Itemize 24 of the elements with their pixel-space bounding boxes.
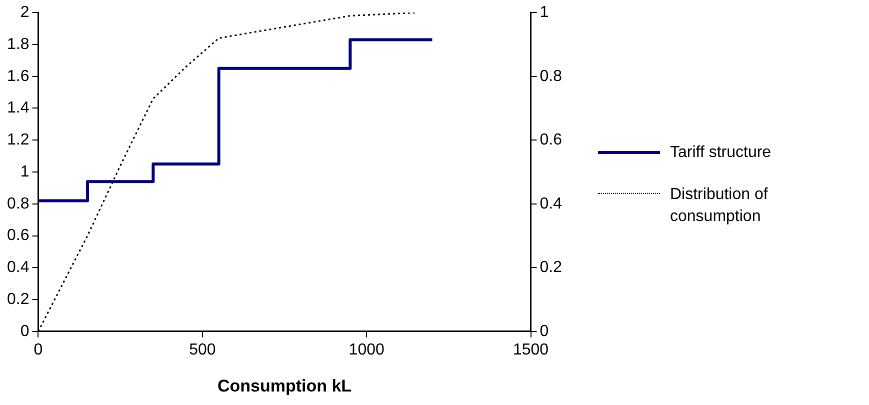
legend-label: Tariff structure [670, 143, 772, 163]
x-axis-title: Consumption kL [217, 376, 352, 396]
x-tick-label: 500 [189, 341, 216, 358]
y-tick-label: 0 [20, 322, 30, 340]
y2-tick-label: 0 [540, 322, 549, 340]
y-tick-label: 0.8 [6, 195, 30, 212]
y-tick-label: 1 [20, 163, 30, 180]
y-tick-label: 1.2 [6, 132, 30, 149]
y-tick-label: 0.6 [6, 227, 30, 244]
y2-tick-label: 0.2 [540, 259, 562, 276]
y2-tick-label: 0.8 [540, 68, 562, 85]
y-tick-label: 1.4 [6, 100, 30, 117]
y-tick-label: 0.2 [6, 290, 30, 308]
x-tick-label: 1000 [348, 341, 384, 358]
y-tick-label: 1.6 [6, 68, 30, 85]
y2-tick-label: 1 [540, 4, 549, 22]
y-tick-label: 2 [20, 4, 30, 22]
y-tick-label: 0.4 [6, 259, 30, 276]
legend-label: Distribution of consumption [670, 185, 769, 227]
y-tick-label: 1.8 [6, 36, 30, 53]
y2-tick-label: 0.4 [540, 195, 562, 212]
x-tick-label: 0 [34, 341, 43, 358]
x-tick-label: 1500 [512, 341, 549, 358]
y2-tick-label: 0.6 [540, 132, 562, 149]
